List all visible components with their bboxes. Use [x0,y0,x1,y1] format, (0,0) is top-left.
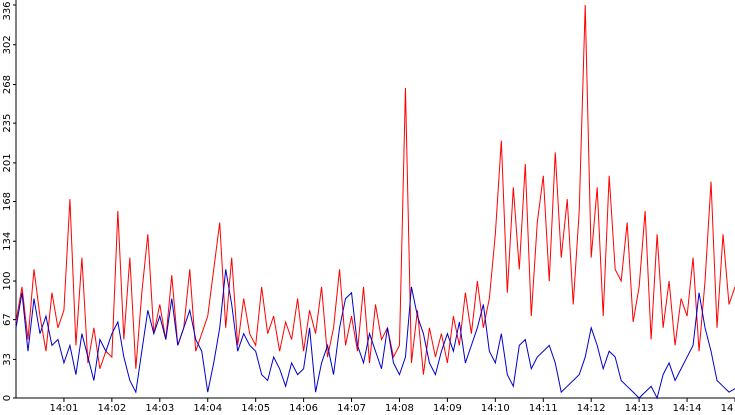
y-tick-label: 100 [2,271,13,290]
x-tick-label: 14:12 [577,403,606,414]
x-tick-label: 14:03 [145,403,174,414]
x-tick-label: 14:04 [193,403,222,414]
x-tick-label: 14:11 [529,403,558,414]
x-tick-label: 14:10 [481,403,510,414]
y-tick-label: 336 [2,1,13,20]
x-tick-label: 14:14 [673,403,702,414]
x-tick-label: 14:01 [50,403,79,414]
x-tick-label: 14:02 [97,403,126,414]
y-tick-label: 33 [2,353,13,366]
y-tick-label: 0 [2,395,13,401]
y-tick-label: 201 [2,153,13,172]
y-tick-label: 235 [2,114,13,133]
y-tick-label: 134 [2,232,13,251]
x-tick-label: 14:05 [241,403,270,414]
x-tick-label: 14:13 [625,403,654,414]
x-tick-label: 14:08 [385,403,414,414]
series-line [15,4,735,375]
y-tick-label: 67 [2,313,13,326]
y-tick-label: 302 [2,35,13,54]
y-tick-label: 168 [2,192,13,211]
x-tick-label: 14 [721,403,734,414]
x-tick-label: 14:07 [337,403,366,414]
x-tick-label: 14:06 [289,403,318,414]
series-line [15,269,735,400]
y-tick-label: 268 [2,75,13,94]
x-tick-label: 14:09 [433,403,462,414]
